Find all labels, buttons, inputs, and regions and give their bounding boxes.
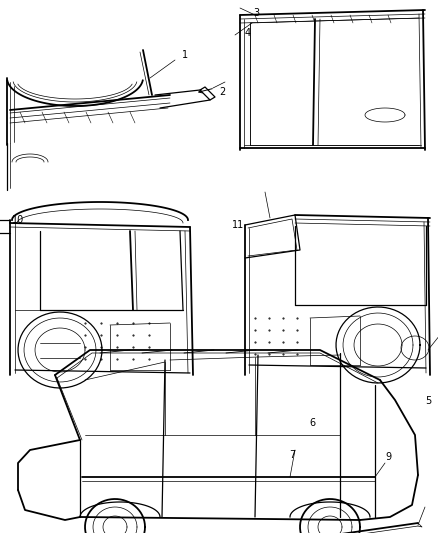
Text: 9: 9 [385, 452, 391, 462]
Text: 3: 3 [253, 8, 259, 18]
Text: 2: 2 [219, 87, 225, 97]
Text: 7: 7 [289, 450, 295, 460]
Text: 5: 5 [425, 396, 431, 406]
Text: 10: 10 [12, 215, 24, 225]
Text: 4: 4 [245, 28, 251, 38]
Text: 1: 1 [182, 50, 188, 60]
Text: 11: 11 [232, 220, 244, 230]
Text: 6: 6 [309, 418, 315, 428]
